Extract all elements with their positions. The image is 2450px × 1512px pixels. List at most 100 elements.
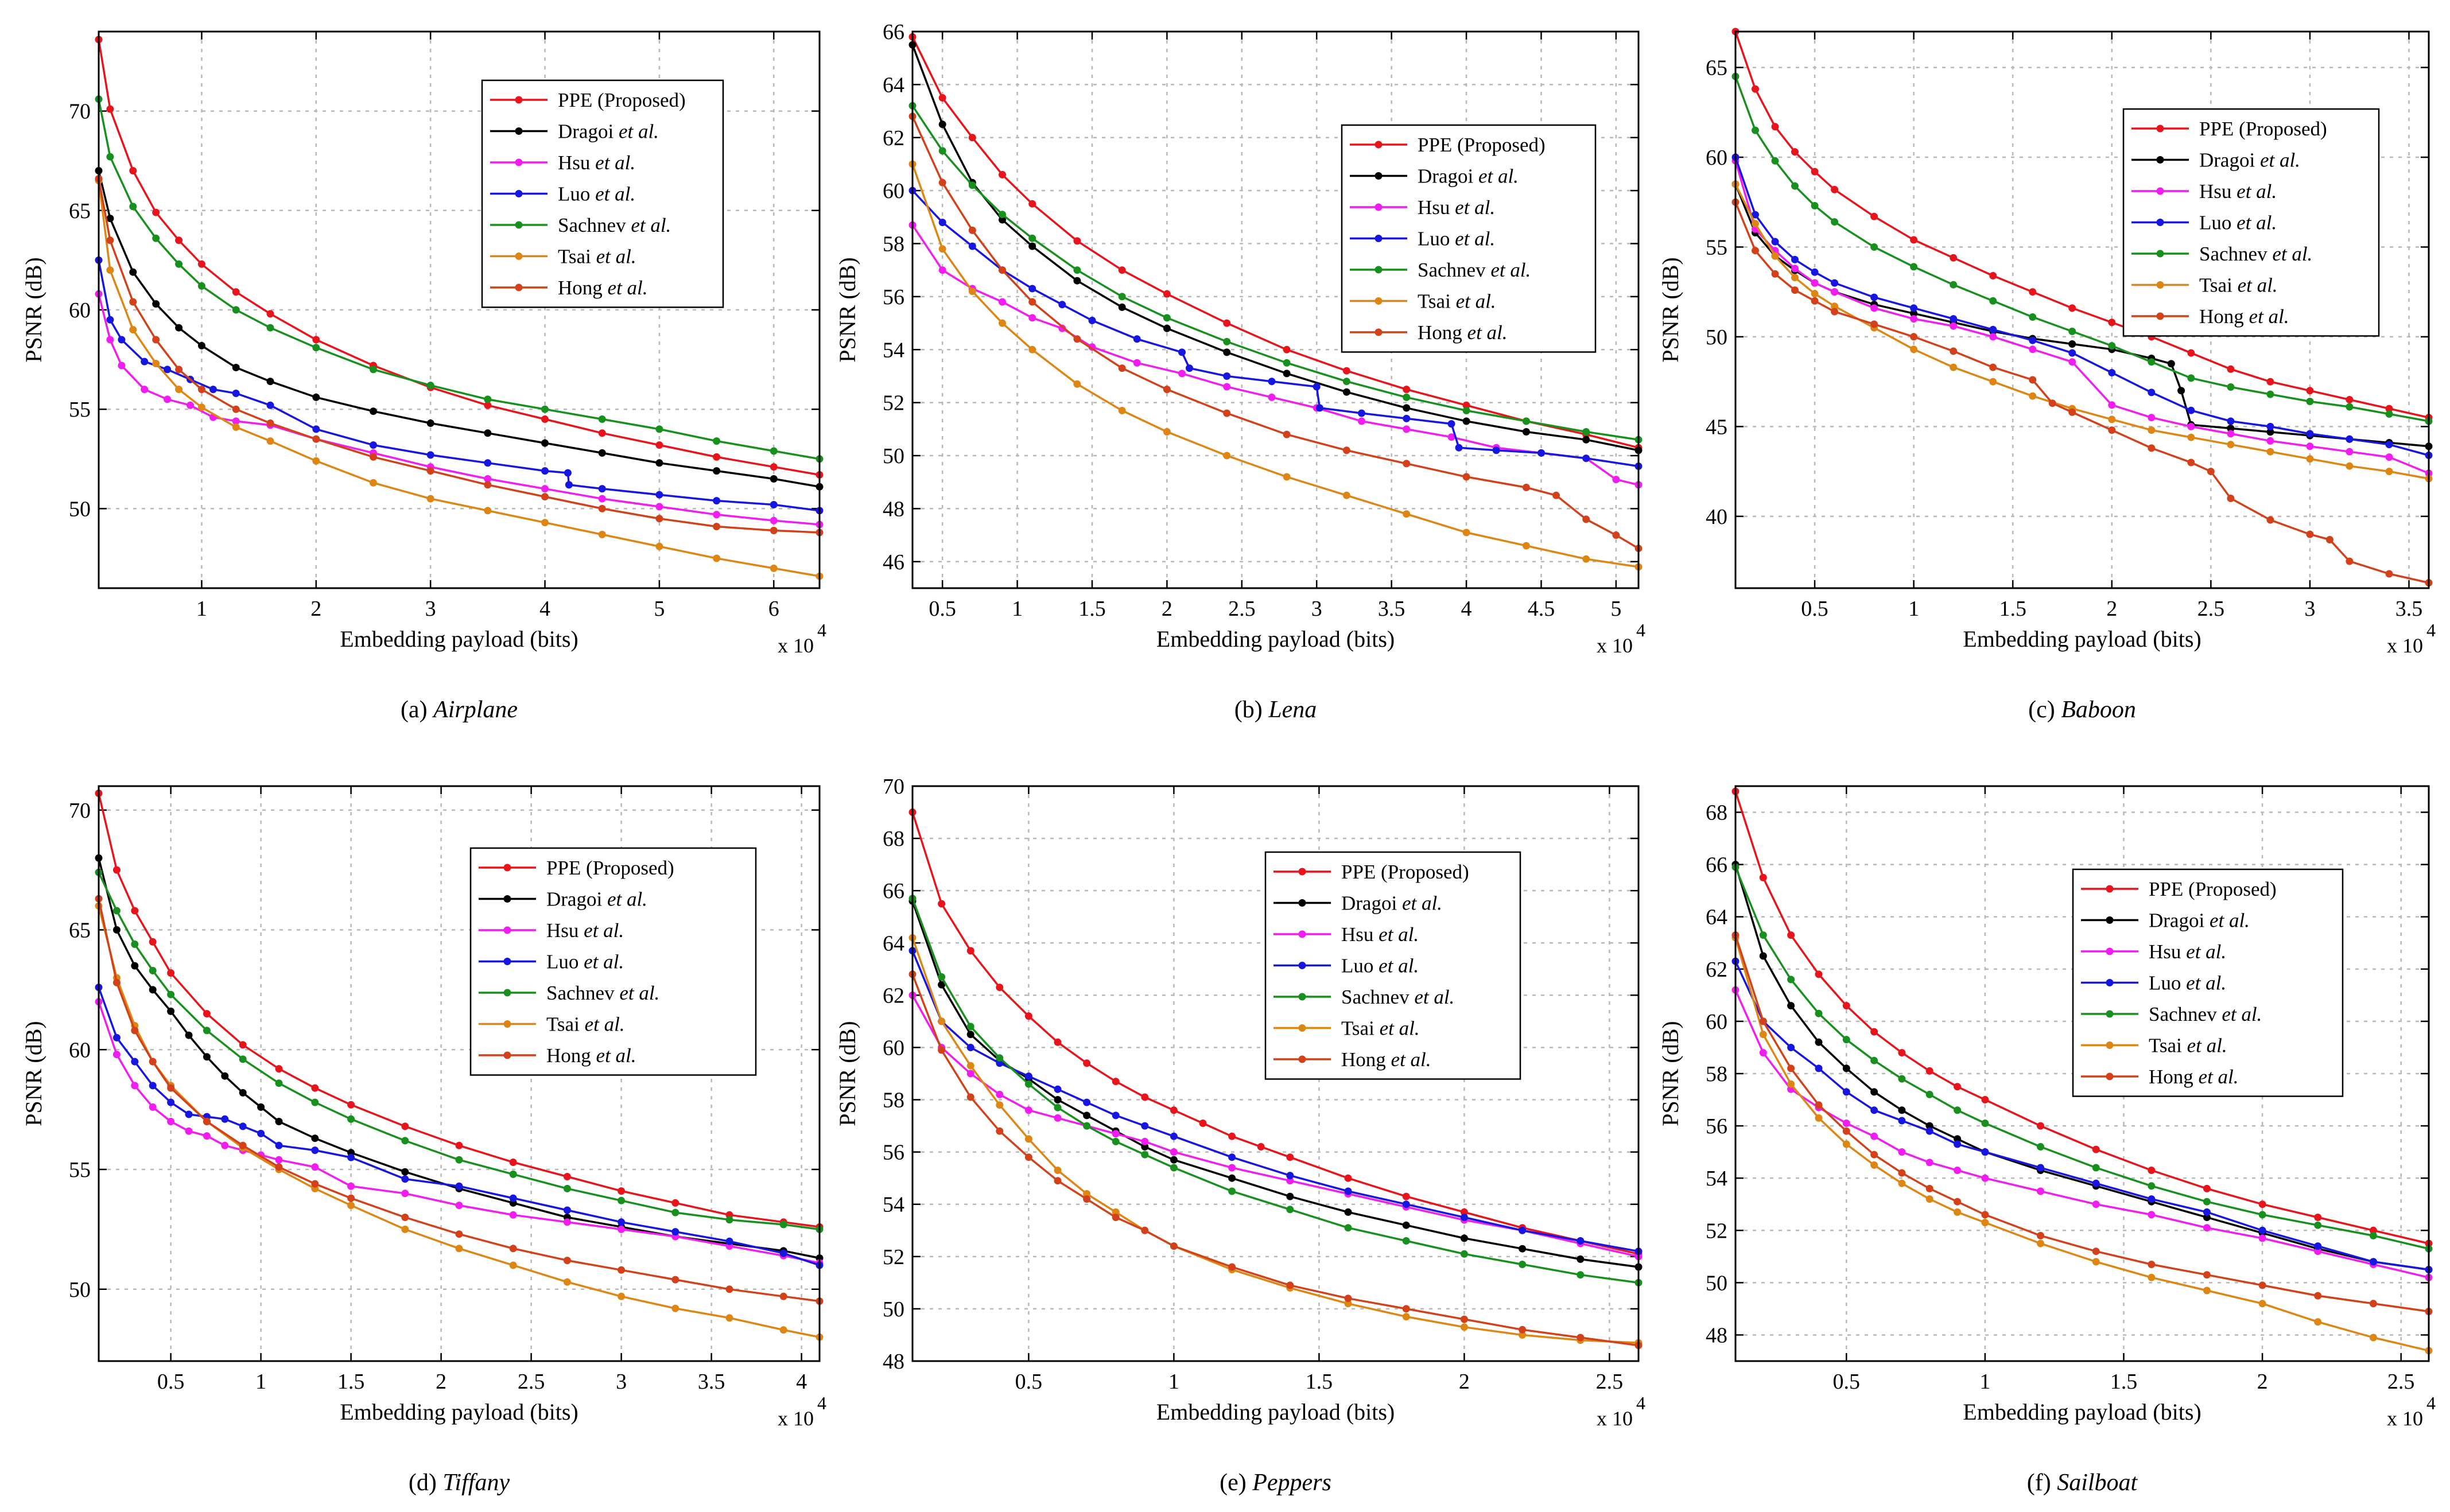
legend-marker-ppe bbox=[503, 864, 511, 872]
legend-label-suffix: et al. bbox=[1379, 955, 1419, 977]
legend-label-suffix: et al. bbox=[1380, 1017, 1420, 1040]
legend-label: Dragoi bbox=[2199, 149, 2260, 172]
data-point-tsai bbox=[1791, 274, 1799, 282]
x-axis-label: Embedding payload (bits) bbox=[340, 1399, 578, 1425]
y-tick-label: 66 bbox=[1706, 853, 1727, 877]
data-point-luo bbox=[996, 1059, 1004, 1067]
data-point-sachnev bbox=[1054, 1103, 1062, 1111]
data-point-luo bbox=[565, 481, 573, 489]
legend-entry-ppe: PPE (Proposed) bbox=[546, 857, 674, 879]
data-point-luo bbox=[713, 497, 721, 505]
legend-entry-hong: Hong et al. bbox=[2199, 305, 2289, 328]
series-line-ppe bbox=[98, 39, 820, 476]
data-point-ppe bbox=[1910, 236, 1918, 244]
data-point-hong bbox=[1118, 364, 1126, 372]
data-point-dragoi bbox=[2266, 428, 2274, 436]
data-point-luo bbox=[2306, 430, 2314, 438]
data-point-luo bbox=[1313, 383, 1321, 391]
data-point-dragoi bbox=[129, 268, 137, 276]
data-point-hong bbox=[1925, 1184, 1933, 1192]
legend-label-suffix: et al. bbox=[2199, 1066, 2239, 1088]
data-point-sachnev bbox=[2346, 403, 2354, 411]
data-point-hsu bbox=[1133, 359, 1141, 367]
data-point-tsai bbox=[1950, 363, 1958, 371]
legend-label-suffix: et al. bbox=[1391, 1048, 1431, 1071]
legend-entry-dragoi: Dragoi et al. bbox=[2199, 149, 2300, 172]
x-tick-label: 1 bbox=[255, 1370, 266, 1394]
data-point-luo bbox=[655, 491, 663, 499]
legend-label: PPE (Proposed) bbox=[546, 857, 674, 879]
data-point-hsu bbox=[2266, 437, 2274, 445]
data-point-ppe bbox=[2227, 365, 2235, 373]
data-point-dragoi bbox=[239, 1089, 247, 1097]
y-tick-label: 60 bbox=[1706, 1010, 1727, 1034]
data-point-ppe bbox=[938, 94, 946, 102]
data-point-ppe bbox=[938, 900, 946, 908]
data-point-hsu bbox=[1898, 1148, 1906, 1156]
caption-prefix: (c) bbox=[2028, 697, 2061, 723]
data-point-ppe bbox=[1118, 266, 1126, 274]
data-point-hsu bbox=[141, 386, 149, 394]
y-tick-label: 66 bbox=[883, 20, 904, 44]
data-point-luo bbox=[725, 1237, 733, 1245]
data-point-luo bbox=[221, 1115, 229, 1123]
series-line-dragoi bbox=[1734, 864, 2429, 1271]
legend-entry-tsai: Tsai et al. bbox=[1341, 1017, 1420, 1040]
y-tick-label: 55 bbox=[69, 398, 91, 422]
data-point-luo bbox=[2108, 369, 2116, 376]
data-point-dragoi bbox=[2177, 387, 2185, 395]
data-point-hong bbox=[1286, 1281, 1294, 1289]
data-point-sachnev bbox=[1522, 417, 1530, 425]
x-tick-label: 2 bbox=[310, 597, 321, 621]
data-point-sachnev bbox=[2148, 1182, 2156, 1190]
y-tick-label: 50 bbox=[69, 497, 91, 521]
data-point-luo bbox=[564, 469, 572, 477]
data-point-luo bbox=[112, 1033, 121, 1041]
data-point-sachnev bbox=[197, 282, 205, 290]
legend-label: PPE (Proposed) bbox=[1341, 861, 1469, 883]
data-point-sachnev bbox=[131, 940, 139, 948]
series-line-hsu bbox=[1734, 989, 2429, 1279]
legend-marker-hsu bbox=[515, 158, 523, 166]
data-point-hong bbox=[1228, 1263, 1236, 1271]
data-point-hsu bbox=[1925, 1159, 1933, 1167]
data-point-sachnev bbox=[1771, 157, 1779, 165]
figure-caption: (e) Peppers bbox=[1220, 1470, 1331, 1496]
data-point-dragoi bbox=[770, 475, 778, 483]
data-point-hsu bbox=[1178, 370, 1186, 378]
x-tick-label: 0.5 bbox=[1833, 1370, 1861, 1394]
data-point-hong bbox=[1028, 298, 1036, 306]
legend-marker-hsu bbox=[1298, 930, 1306, 938]
legend-marker-ppe bbox=[1298, 868, 1306, 876]
data-point-hong bbox=[966, 1093, 974, 1101]
data-point-sachnev bbox=[2203, 1198, 2211, 1206]
y-tick-label: 45 bbox=[1706, 415, 1727, 439]
y-tick-label: 60 bbox=[69, 1038, 91, 1062]
data-point-tsai bbox=[1898, 1179, 1906, 1187]
data-point-luo bbox=[2346, 435, 2354, 443]
data-point-ppe bbox=[1787, 931, 1795, 939]
series-line-luo bbox=[911, 189, 1639, 468]
data-point-dragoi bbox=[131, 962, 139, 970]
data-point-ppe bbox=[2029, 288, 2037, 296]
data-point-dragoi bbox=[149, 986, 157, 994]
legend: PPE (Proposed)Dragoi et al.Hsu et al.Luo… bbox=[2122, 108, 2380, 337]
data-point-tsai bbox=[2306, 455, 2314, 463]
data-point-dragoi bbox=[938, 981, 946, 989]
legend: PPE (Proposed)Dragoi et al.Hsu et al.Luo… bbox=[1341, 124, 1597, 353]
x-axis-label: Embedding payload (bits) bbox=[340, 626, 578, 652]
legend-label-suffix: et al. bbox=[595, 151, 635, 174]
data-point-ppe bbox=[347, 1101, 355, 1109]
y-tick-label: 70 bbox=[69, 799, 91, 823]
data-point-dragoi bbox=[203, 1053, 211, 1061]
x-axis-label: Embedding payload (bits) bbox=[1963, 626, 2201, 652]
data-point-dragoi bbox=[1223, 348, 1231, 356]
data-point-hsu bbox=[118, 362, 126, 370]
data-point-ppe bbox=[239, 1041, 247, 1049]
data-point-tsai bbox=[347, 1202, 355, 1210]
data-point-luo bbox=[966, 1044, 974, 1051]
caption-name: Baboon bbox=[2061, 697, 2136, 723]
series-line-dragoi bbox=[911, 900, 1639, 1268]
data-point-ppe bbox=[266, 310, 274, 318]
